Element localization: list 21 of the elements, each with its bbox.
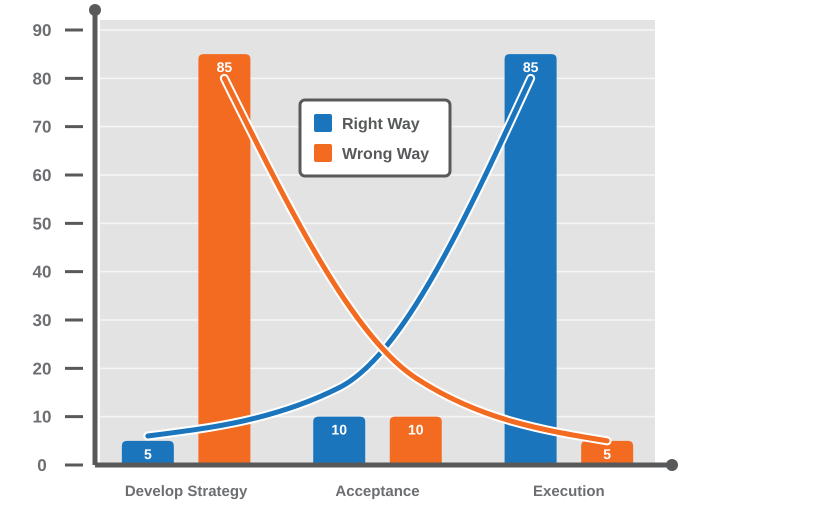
x-tick-label: Acceptance bbox=[335, 483, 420, 500]
y-tick-label: 10 bbox=[32, 408, 52, 427]
data-label: 5 bbox=[144, 446, 152, 462]
y-tick-label: 90 bbox=[32, 21, 52, 40]
data-label: 85 bbox=[216, 59, 232, 76]
y-tick-label: 50 bbox=[32, 214, 52, 234]
y-tick-label: 70 bbox=[32, 118, 52, 137]
y-tick-label: 0 bbox=[37, 456, 47, 475]
y-tick-label: 30 bbox=[32, 311, 52, 330]
y-tick-label: 80 bbox=[32, 69, 52, 88]
data-label: 85 bbox=[522, 59, 539, 76]
y-tick-label: 40 bbox=[32, 262, 52, 282]
data-label: 10 bbox=[408, 422, 424, 438]
legend-label: Wrong Way bbox=[342, 146, 430, 163]
x-tick-label: Develop Strategy bbox=[124, 483, 248, 500]
data-label: 10 bbox=[331, 422, 348, 438]
legend-label: Right Way bbox=[342, 116, 420, 133]
y-tick-label: 60 bbox=[32, 166, 52, 185]
data-label: 5 bbox=[603, 446, 612, 462]
x-tick-label: Execution bbox=[533, 483, 605, 500]
y-tick-label: 20 bbox=[32, 359, 52, 378]
